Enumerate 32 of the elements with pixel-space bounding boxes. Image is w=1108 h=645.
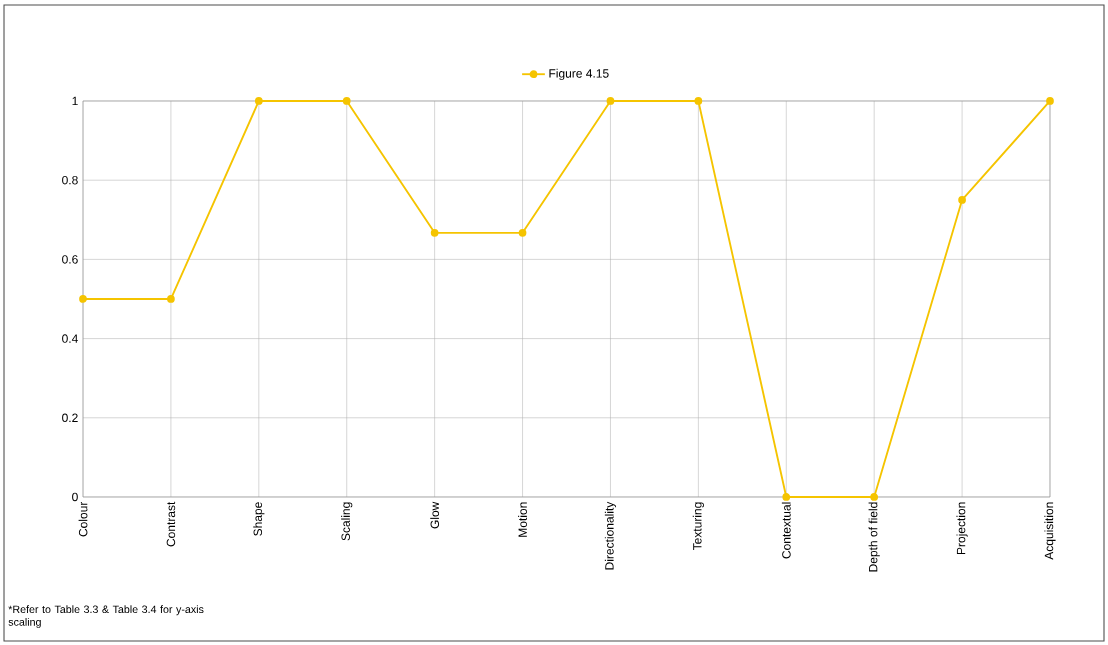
point (606, 97, 615, 105)
x-tick-label: Texturing (692, 502, 704, 551)
point (167, 295, 175, 303)
point (694, 97, 703, 105)
text: *Refer to Table 3.3 & Table 3.4 for y-axis scaling (8, 605, 204, 628)
point (342, 97, 351, 105)
point (782, 493, 791, 501)
point (958, 196, 966, 204)
point (254, 97, 263, 105)
y-tick-label: 0 (72, 492, 78, 502)
y-tick-label: 0.4 (62, 334, 78, 343)
y-tick-label: 1 (72, 96, 78, 106)
x-tick-label: Directionality (604, 501, 617, 570)
x-tick-label: Contrast (166, 501, 176, 547)
y-tick-label: 0.6 (62, 255, 78, 264)
x-tick-label: Motion (518, 502, 527, 537)
point (1046, 97, 1054, 105)
x-tick-label: Glow (430, 501, 440, 529)
y-tick-label: 0.2 (62, 413, 78, 423)
x-tick-label: Shape (253, 502, 265, 536)
x-tick-label: Acquisition (1044, 502, 1056, 560)
x-tick-label: Projection (956, 502, 968, 555)
x-tick-label: Colour (78, 501, 88, 537)
x-tick-label: Contextual (781, 502, 791, 559)
x-tick-label: Depth of field (868, 502, 880, 572)
point (79, 295, 87, 303)
y-tick-label: 0.8 (62, 175, 78, 185)
point (430, 228, 439, 237)
legend-label: Figure 4.15 (549, 68, 609, 81)
point (870, 493, 879, 501)
point (518, 228, 527, 237)
x-tick-label: Scaling (341, 502, 353, 541)
